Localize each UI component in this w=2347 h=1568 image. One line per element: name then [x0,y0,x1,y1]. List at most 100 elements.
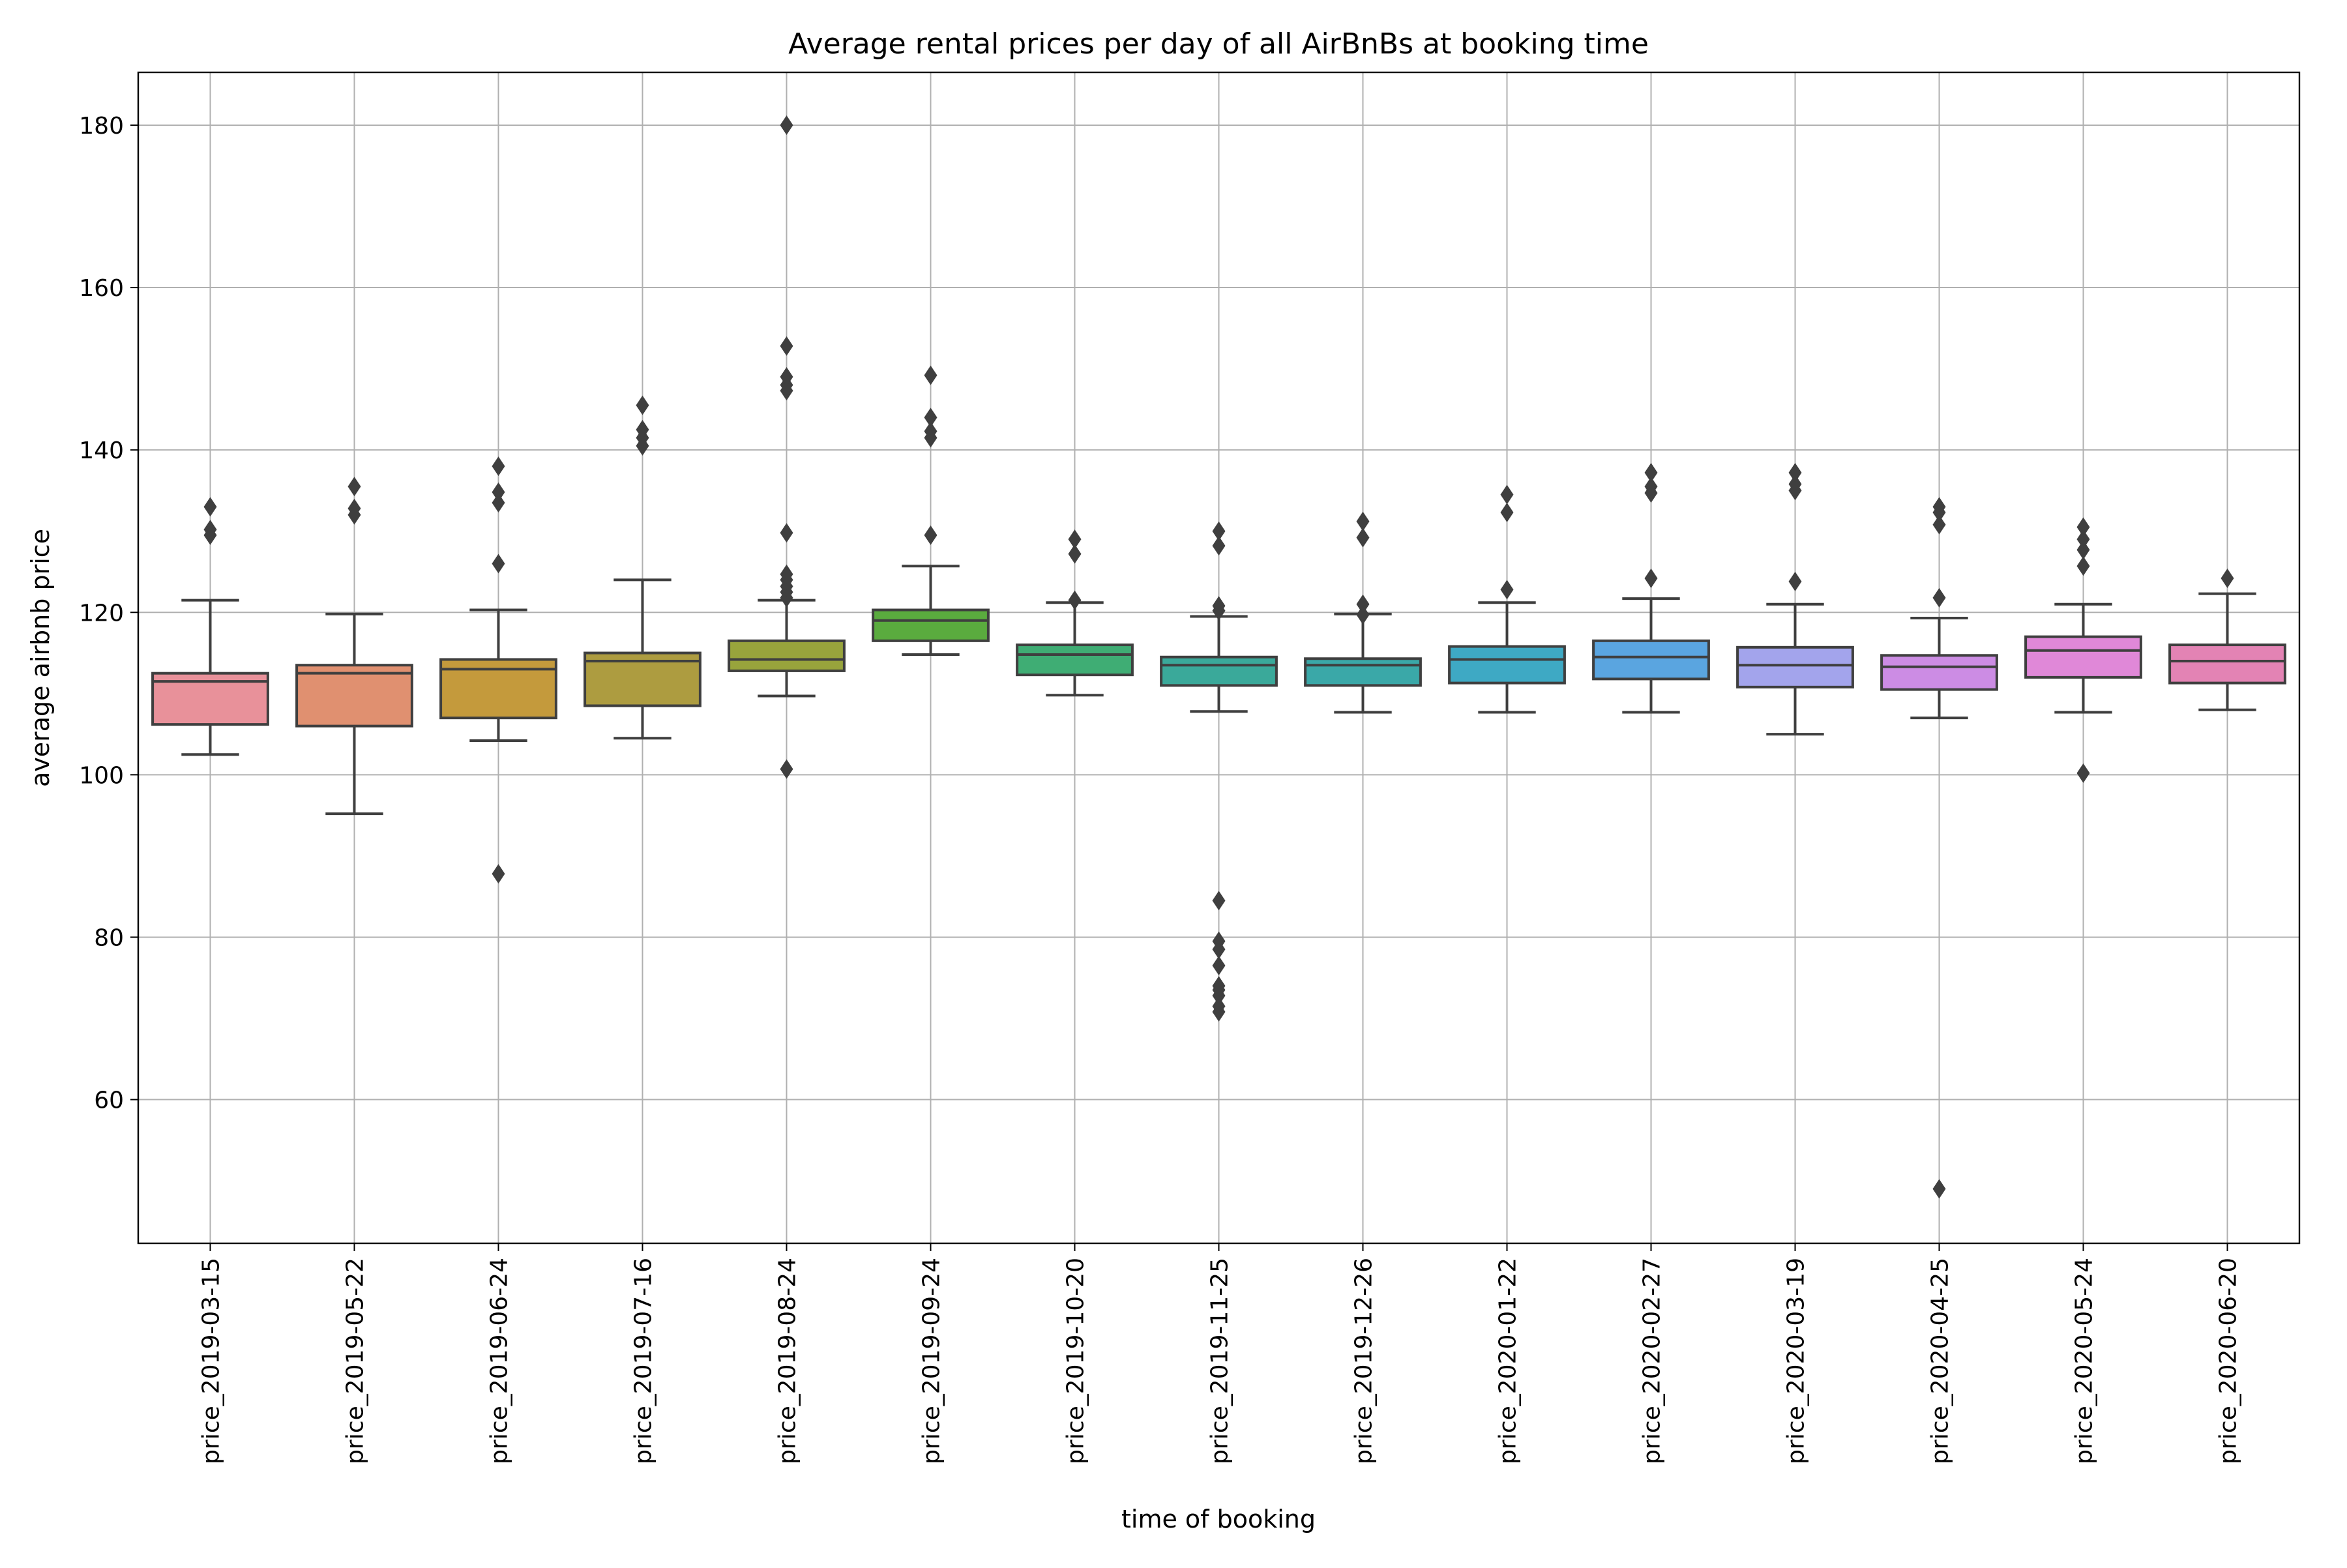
outlier-point [780,367,793,387]
y-tick-label: 160 [79,275,124,302]
box-group-price_2019-06-24 [439,456,557,884]
outlier-point [780,115,793,135]
iqr-box [1160,655,1278,687]
tick-layer: 60 80 100 120 140 160 180 price_2019-03-15 price… [79,113,2241,1464]
outlier-point [924,365,937,385]
x-tick-label: price_2019-05-22 [342,1258,369,1464]
outlier-point [2076,529,2090,550]
outlier-point [1500,580,1514,600]
x-tick-label: price_2019-06-24 [486,1258,513,1464]
box-group-price_2019-09-24 [872,365,990,657]
outlier-point [1212,931,1226,951]
outlier-point [492,482,505,502]
box-group-price_2019-11-25 [1160,521,1278,1022]
outlier-point [1212,521,1226,541]
outlier-point [1644,463,1658,483]
x-axis-label: time of booking [1121,1505,1316,1533]
outlier-point [1644,568,1658,588]
x-tick-label: price_2020-01-22 [1495,1258,1522,1464]
outlier-point [636,395,649,415]
iqr-box [728,639,846,672]
box-layer [151,115,2286,1199]
box-group-price_2019-05-22 [295,477,413,816]
outlier-point [492,493,505,513]
iqr-box [1736,645,1854,688]
outlier-point [2221,568,2234,588]
outlier-point [2076,540,2090,560]
y-tick-label: 180 [79,113,124,140]
outlier-point [780,564,793,584]
outlier-point [1212,536,1226,556]
outlier-point [2076,763,2090,783]
outlier-point [1644,477,1658,497]
outlier-point [492,554,505,574]
outlier-point [780,336,793,356]
box-group-price_2020-01-22 [1448,484,1566,714]
outlier-point [1932,587,1946,608]
iqr-box [872,608,990,642]
x-tick-label: price_2020-05-24 [2071,1258,2098,1464]
outlier-point [1500,484,1514,505]
iqr-box [1016,643,1134,677]
y-tick-label: 80 [94,925,124,951]
box-group-price_2019-12-26 [1304,511,1422,714]
outlier-point [780,759,793,779]
outlier-point [203,520,217,540]
outlier-point [2076,556,2090,576]
outlier-point [780,523,793,543]
outlier-point [924,407,937,428]
x-tick-label: price_2020-03-19 [1783,1258,1810,1464]
outlier-point [1932,1179,1946,1199]
outlier-point [924,421,937,441]
outlier-point [1788,463,1802,483]
x-tick-label: price_2019-08-24 [775,1258,801,1464]
outlier-point [1212,976,1226,996]
x-tick-label: price_2019-10-20 [1063,1258,1089,1464]
box-group-price_2019-03-15 [151,497,269,756]
box-group-price_2019-07-16 [583,395,701,740]
outlier-point [1212,996,1226,1016]
outlier-point [1356,604,1370,625]
outlier-point [1212,596,1226,616]
y-tick-label: 120 [79,600,124,627]
outlier-point [203,497,217,517]
outlier-point [347,498,361,518]
outlier-point [1500,503,1514,523]
outlier-point [1356,511,1370,531]
y-tick-label: 100 [79,762,124,789]
iqr-box [2168,643,2286,685]
outlier-point [1932,497,1946,517]
x-tick-label: price_2019-03-15 [198,1258,225,1464]
outlier-point [636,420,649,440]
iqr-box [1448,645,1566,685]
y-axis-label: average airbnb price [26,529,55,787]
outlier-point [1356,594,1370,614]
x-tick-label: price_2019-07-16 [630,1258,657,1464]
box-group-price_2019-08-24 [728,115,846,779]
outlier-point [924,525,937,545]
iqr-box [1304,657,1422,687]
x-tick-label: price_2019-12-26 [1351,1258,1378,1464]
outlier-point [492,864,505,884]
iqr-box [1592,639,1710,681]
iqr-box [1880,654,1998,691]
iqr-box [2024,635,2142,679]
y-tick-label: 140 [79,437,124,464]
chart-title: Average rental prices per day of all Air… [788,27,1649,61]
outlier-point [1212,956,1226,976]
box-group-price_2019-10-20 [1016,529,1134,697]
y-tick-label: 60 [94,1087,124,1114]
x-tick-label: price_2019-09-24 [919,1258,945,1464]
outlier-point [1068,544,1082,564]
x-tick-label: price_2019-11-25 [1207,1258,1233,1464]
box-group-price_2020-04-25 [1880,497,1998,1199]
iqr-box [295,664,413,728]
outlier-point [1788,474,1802,494]
x-tick-label: price_2020-06-20 [2215,1258,2242,1464]
x-tick-label: price_2020-02-27 [1639,1258,1666,1464]
outlier-point [1788,571,1802,591]
outlier-point [1068,529,1082,550]
